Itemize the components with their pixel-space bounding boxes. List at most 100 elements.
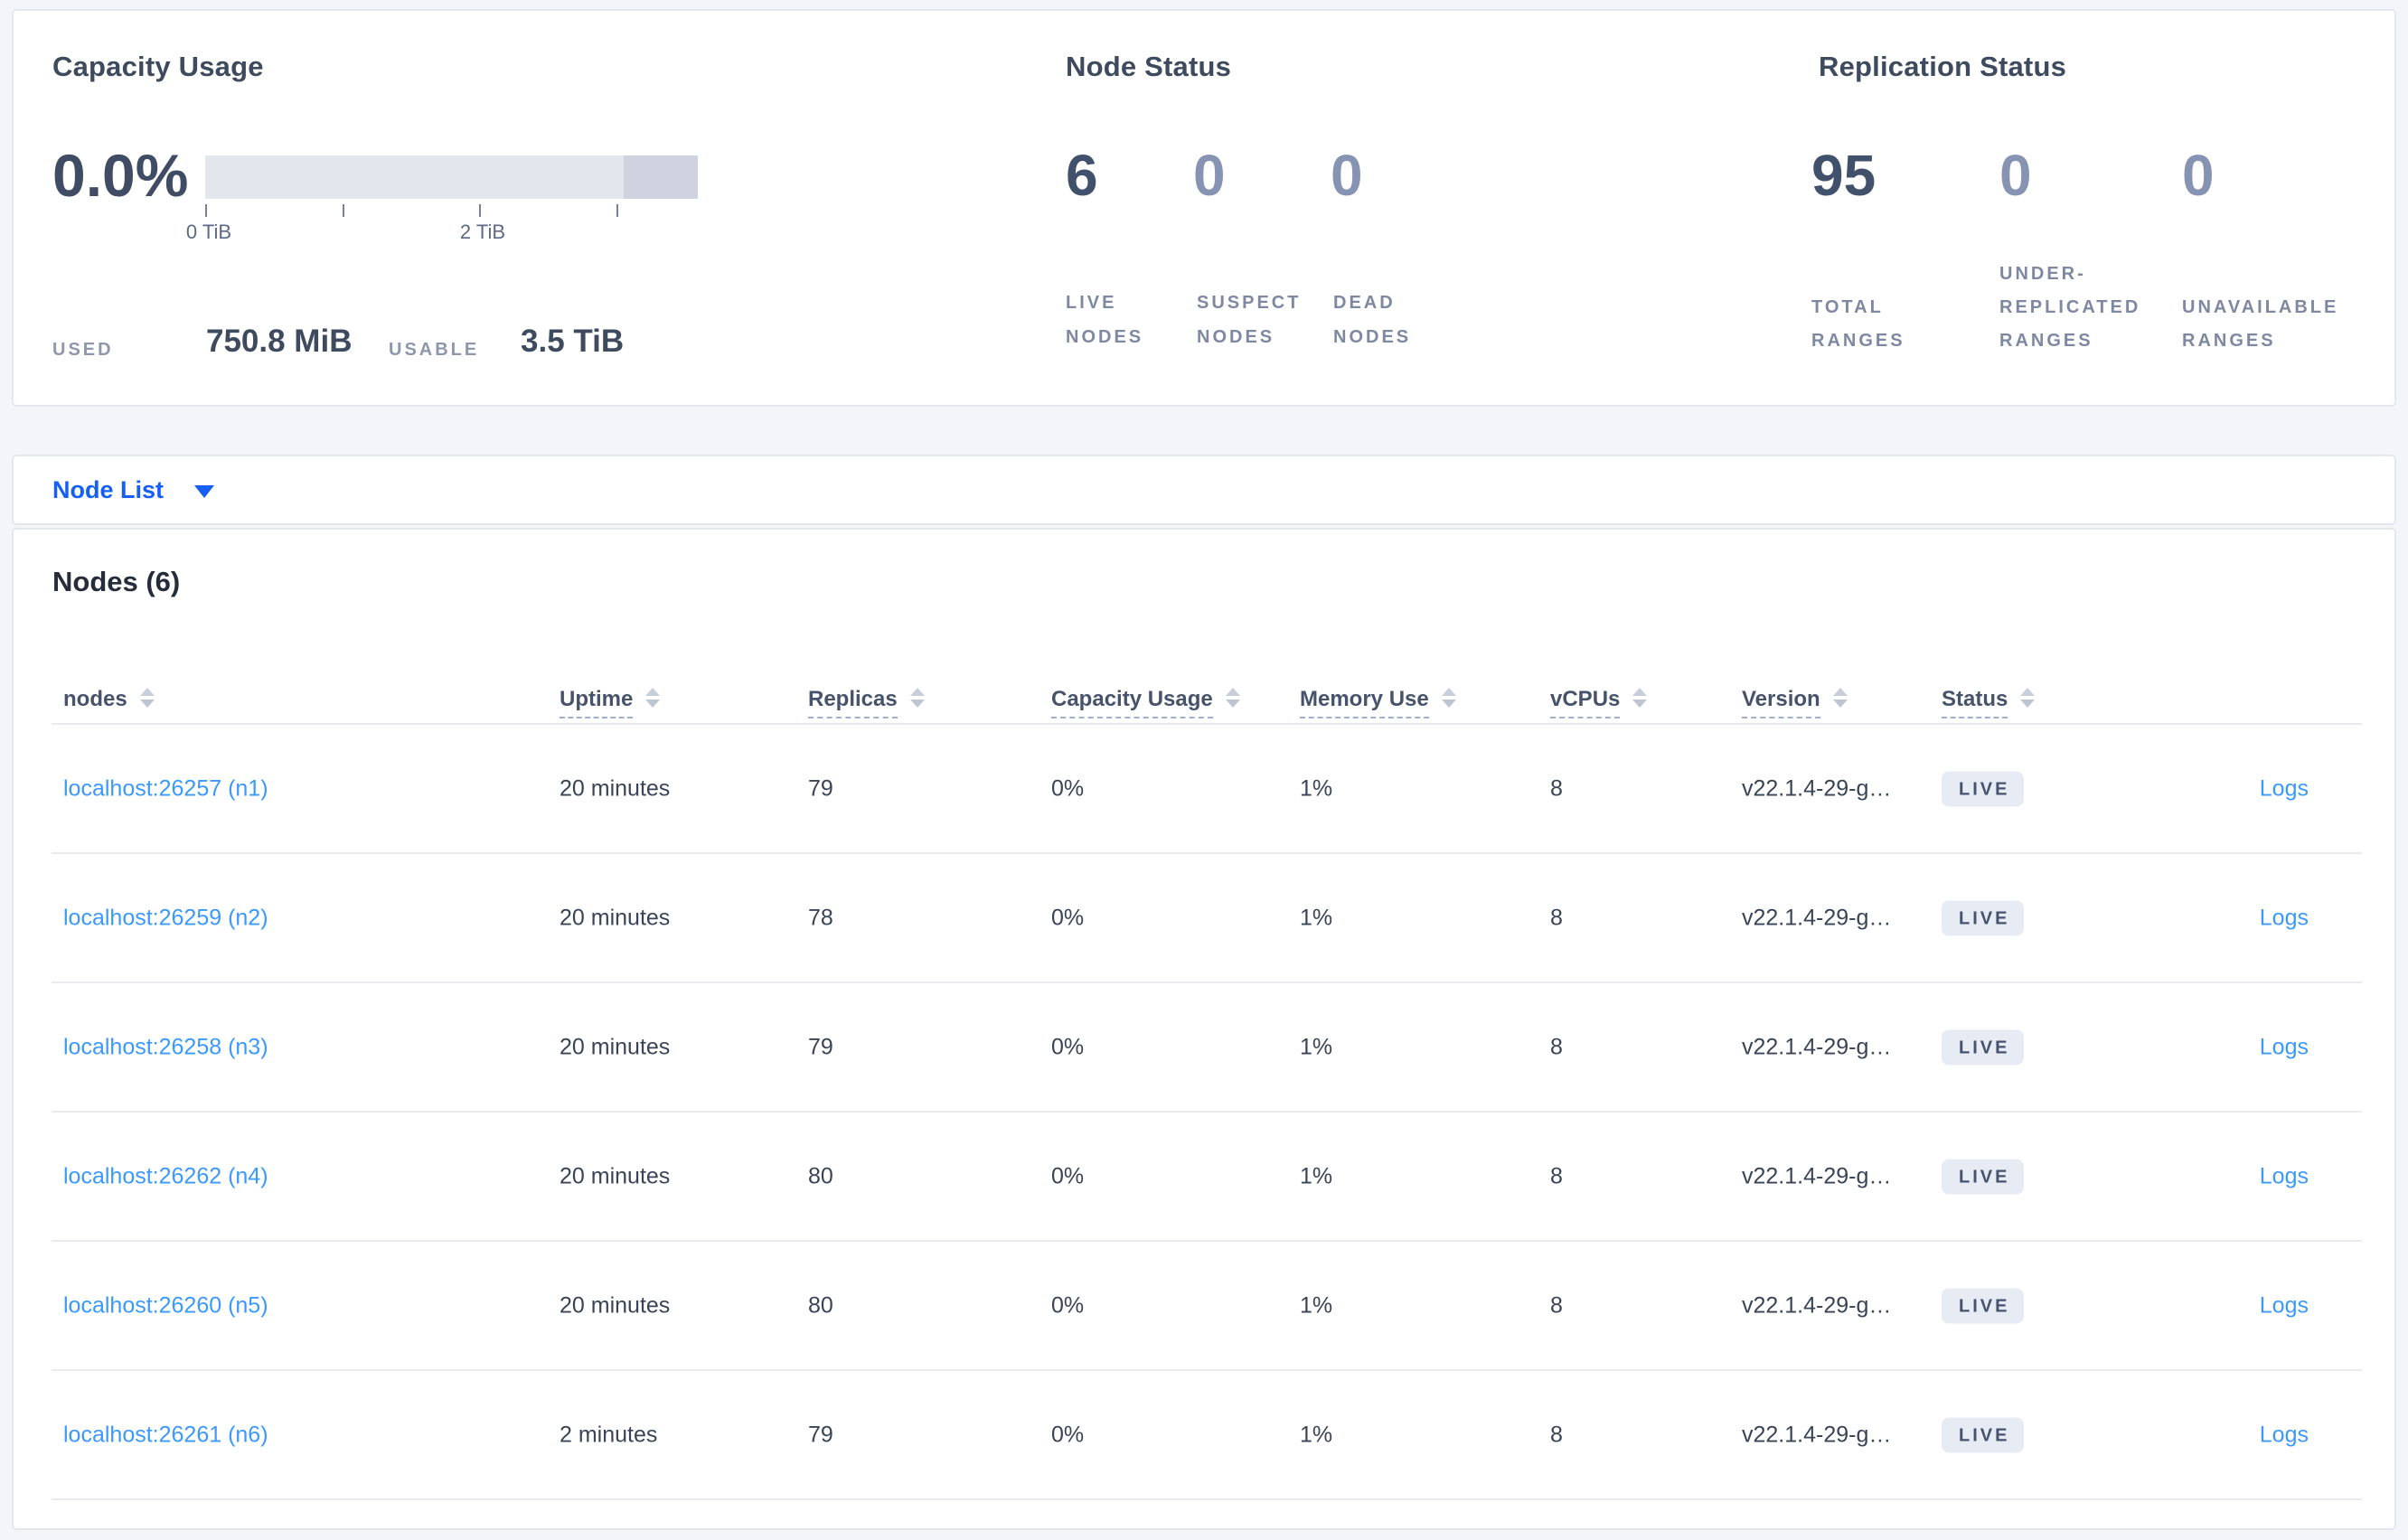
column-header-status-label: Status — [1942, 687, 2008, 718]
capacity-usage-title: Capacity Usage — [52, 51, 264, 82]
capacity-cell: 0% — [1051, 1163, 1085, 1188]
capacity-used-label: USED — [52, 340, 114, 360]
replicas-cell: 79 — [808, 1034, 833, 1059]
version-cell: v22.1.4-29-g… — [1742, 1292, 1892, 1318]
memory-cell: 1% — [1300, 1292, 1333, 1318]
uptime-cell: 20 minutes — [560, 1163, 671, 1188]
status-cell: LIVE — [1942, 1288, 2025, 1323]
unavailable-ranges-label: UNAVAILABLE RANGES — [2182, 297, 2339, 351]
nodes-table-header: nodes Uptime Replicas Capacity Usage Mem… — [52, 665, 2362, 725]
uptime-cell: 20 minutes — [560, 905, 671, 930]
column-header-capacity-usage[interactable]: Capacity Usage — [1051, 687, 1240, 718]
vcpus-cell: 8 — [1550, 905, 1563, 930]
vcpus-cell: 8 — [1550, 1163, 1563, 1188]
suspect-nodes-count: 0 — [1193, 143, 1226, 208]
live-nodes-count: 6 — [1066, 143, 1098, 208]
capacity-axis-label-0: 0 TiB — [185, 221, 232, 243]
status-badge: LIVE — [1942, 771, 2025, 806]
vcpus-cell: 8 — [1550, 1422, 1563, 1447]
nodes-table-title: Nodes (6) — [52, 566, 181, 597]
table-row: localhost:26258 (n3) 20 minutes 79 0% 1%… — [52, 983, 2362, 1113]
sort-icon — [909, 688, 925, 708]
table-row: localhost:26262 (n4) 20 minutes 80 0% 1%… — [52, 1113, 2362, 1242]
column-header-nodes[interactable]: nodes — [63, 687, 155, 712]
sort-icon — [1632, 688, 1648, 708]
status-badge: LIVE — [1942, 1417, 2025, 1452]
table-row: localhost:26257 (n1) 20 minutes 79 0% 1%… — [52, 725, 2362, 854]
replication-status-title: Replication Status — [1819, 51, 2067, 82]
table-row: localhost:26261 (n6) 2 minutes 79 0% 1% … — [52, 1371, 2362, 1500]
version-cell: v22.1.4-29-g… — [1742, 1034, 1892, 1059]
memory-cell: 1% — [1300, 1422, 1333, 1447]
replicas-cell: 79 — [808, 1422, 833, 1447]
status-badge: LIVE — [1942, 900, 2025, 935]
column-header-memory-use-label: Memory Use — [1300, 687, 1429, 718]
dead-nodes-count: 0 — [1331, 143, 1363, 208]
node-link[interactable]: localhost:26259 (n2) — [63, 905, 268, 930]
nodes-table-body: localhost:26257 (n1) 20 minutes 79 0% 1%… — [52, 725, 2362, 1500]
capacity-axis-label-2: 2 TiB — [459, 221, 506, 243]
logs-link[interactable]: Logs — [2259, 905, 2309, 930]
node-list-dropdown-label: Node List — [52, 475, 165, 503]
status-cell: LIVE — [1942, 1029, 2025, 1065]
status-cell: LIVE — [1942, 900, 2025, 935]
cluster-summary-panel: Capacity Usage 0.0% 0 TiB 2 TiB USED 750… — [12, 9, 2396, 407]
logs-link[interactable]: Logs — [2259, 1163, 2309, 1188]
column-header-status[interactable]: Status — [1942, 687, 2036, 718]
memory-cell: 1% — [1300, 1034, 1333, 1059]
replicas-cell: 79 — [808, 775, 833, 801]
column-header-capacity-usage-label: Capacity Usage — [1051, 687, 1213, 718]
replicas-cell: 80 — [808, 1292, 833, 1318]
capacity-usable-label: USABLE — [389, 340, 480, 360]
sort-icon — [2020, 688, 2036, 708]
logs-link[interactable]: Logs — [2259, 1292, 2309, 1318]
dead-nodes-label: DEAD NODES — [1333, 293, 1412, 347]
nodes-table-panel: Nodes (6) nodes Uptime Replicas Capacity… — [12, 528, 2396, 1530]
total-ranges-count: 95 — [1811, 143, 1877, 208]
uptime-cell: 2 minutes — [560, 1422, 658, 1447]
sort-icon — [1832, 688, 1848, 708]
node-status-title: Node Status — [1066, 51, 1232, 82]
capacity-axis-tick — [616, 204, 618, 217]
node-link[interactable]: localhost:26257 (n1) — [63, 775, 268, 801]
uptime-cell: 20 minutes — [560, 1292, 671, 1318]
node-list-dropdown[interactable]: Node List — [52, 475, 215, 504]
memory-cell: 1% — [1300, 905, 1333, 930]
version-cell: v22.1.4-29-g… — [1742, 905, 1892, 930]
column-header-vcpus[interactable]: vCPUs — [1550, 687, 1648, 718]
version-cell: v22.1.4-29-g… — [1742, 1422, 1892, 1447]
capacity-cell: 0% — [1051, 905, 1085, 930]
status-badge: LIVE — [1942, 1029, 2025, 1065]
node-link[interactable]: localhost:26258 (n3) — [63, 1034, 268, 1059]
column-header-vcpus-label: vCPUs — [1550, 687, 1621, 718]
memory-cell: 1% — [1300, 1163, 1333, 1188]
status-cell: LIVE — [1942, 1159, 2025, 1194]
logs-link[interactable]: Logs — [2259, 1034, 2309, 1059]
status-badge: LIVE — [1942, 1159, 2025, 1194]
replicas-cell: 78 — [808, 905, 833, 930]
logs-link[interactable]: Logs — [2259, 775, 2309, 801]
sort-icon — [1441, 688, 1456, 708]
column-header-nodes-label: nodes — [63, 687, 127, 711]
vcpus-cell: 8 — [1550, 775, 1563, 801]
column-header-memory-use[interactable]: Memory Use — [1300, 687, 1456, 718]
capacity-usable-value: 3.5 TiB — [521, 324, 625, 359]
table-row: localhost:26260 (n5) 20 minutes 80 0% 1%… — [52, 1242, 2362, 1371]
sort-icon — [645, 688, 661, 708]
sort-icon — [1225, 688, 1240, 708]
node-link[interactable]: localhost:26262 (n4) — [63, 1163, 268, 1188]
column-header-version[interactable]: Version — [1742, 687, 1848, 718]
version-cell: v22.1.4-29-g… — [1742, 775, 1892, 801]
column-header-uptime[interactable]: Uptime — [560, 687, 661, 718]
column-header-replicas[interactable]: Replicas — [808, 687, 925, 718]
unavailable-ranges-count: 0 — [2182, 143, 2215, 208]
memory-cell: 1% — [1300, 775, 1333, 801]
live-nodes-label: LIVE NODES — [1066, 293, 1144, 347]
replicas-cell: 80 — [808, 1163, 833, 1188]
capacity-axis-tick — [479, 204, 481, 217]
uptime-cell: 20 minutes — [560, 775, 671, 801]
node-link[interactable]: localhost:26261 (n6) — [63, 1422, 268, 1447]
status-cell: LIVE — [1942, 771, 2025, 806]
logs-link[interactable]: Logs — [2259, 1422, 2309, 1447]
node-link[interactable]: localhost:26260 (n5) — [63, 1292, 268, 1318]
